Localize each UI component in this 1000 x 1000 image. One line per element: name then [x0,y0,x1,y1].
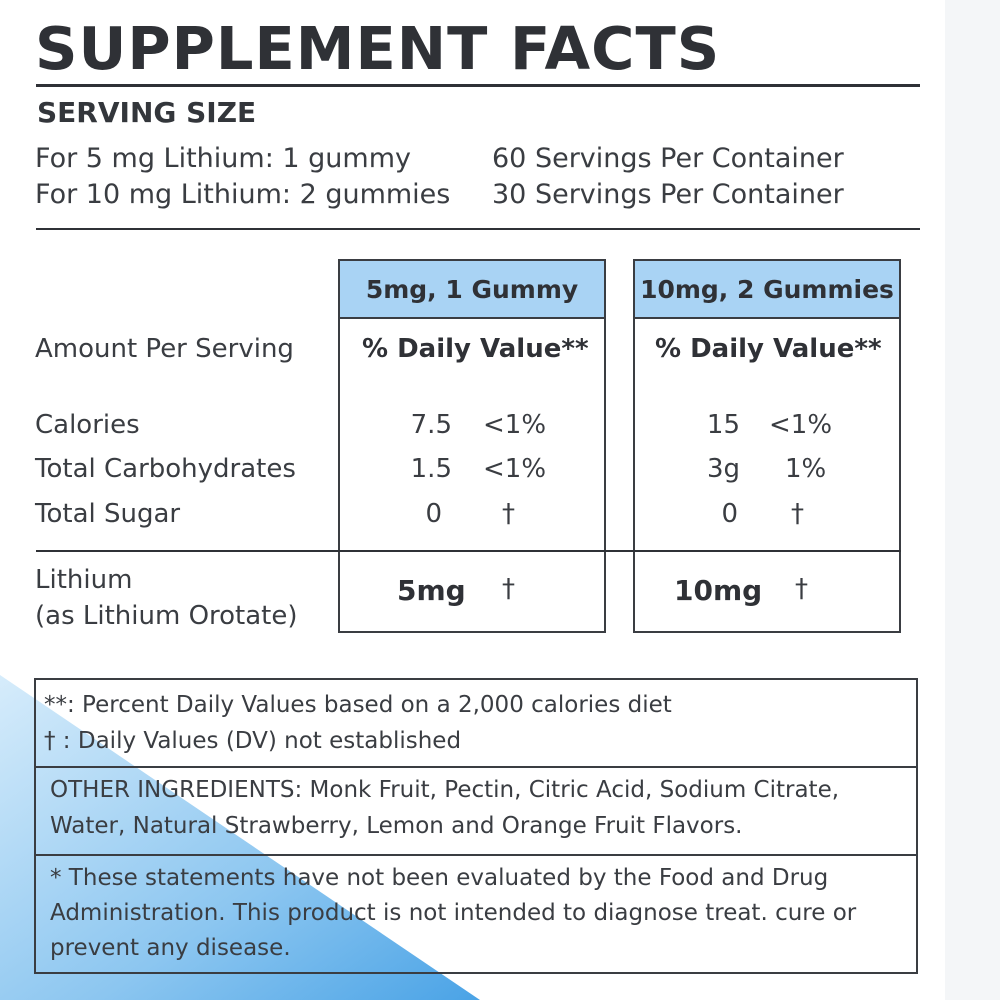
lithium-source: (as Lithium Orotate) [35,601,298,631]
lithium-amount-5mg: 5mg [397,574,466,607]
calories-amount-10mg: 15 [706,410,740,440]
disclaimer-box [34,854,918,974]
disclaimer-line2: Administration. This product is not inte… [50,900,857,926]
lithium-divider [36,550,901,552]
servings-per-container-5mg: 60 Servings Per Container [492,143,844,174]
disclaimer-line1: * These statements have not been evaluat… [50,865,829,891]
sugar-dv-10mg: † [791,499,804,529]
serving-size-5mg: For 5 mg Lithium: 1 gummy [35,143,411,174]
footnote-dv-not-established: † : Daily Values (DV) not established [44,728,462,754]
other-ingredients-line1: OTHER INGREDIENTS: Monk Fruit, Pectin, C… [50,777,840,803]
carbs-dv-10mg: 1% [785,454,827,484]
column-box-10mg [633,259,901,633]
lithium-dv-5mg: † [502,574,515,604]
footnotes-box [34,678,918,766]
column-header-10mg: 10mg, 2 Gummies [635,261,899,319]
nutrient-name-total-carbohydrates: Total Carbohydrates [35,454,296,484]
lithium-name: Lithium [35,565,133,595]
page-title: SUPPLEMENT FACTS [35,14,721,83]
amount-per-serving-label: Amount Per Serving [35,334,294,364]
calories-dv-5mg: <1% [483,410,547,440]
sugar-dv-5mg: † [502,499,515,529]
servings-per-container-10mg: 30 Servings Per Container [492,179,844,210]
disclaimer-line3: prevent any disease. [50,935,291,961]
column-header-5mg: 5mg, 1 Gummy [340,261,604,319]
column-box-5mg [338,259,606,633]
daily-value-header-10mg: % Daily Value** [655,334,882,364]
title-divider [36,84,920,87]
lithium-dv-10mg: † [795,574,808,604]
other-ingredients-line2: Water, Natural Strawberry, Lemon and Ora… [50,813,743,839]
carbs-dv-5mg: <1% [483,454,547,484]
lithium-amount-10mg: 10mg [674,574,763,607]
carbs-amount-5mg: 1.5 [410,454,452,484]
sugar-amount-10mg: 0 [721,499,738,529]
calories-dv-10mg: <1% [769,410,833,440]
daily-value-header-5mg: % Daily Value** [362,334,589,364]
nutrient-name-calories: Calories [35,410,140,440]
ingredients-box [34,766,918,854]
page-right-margin [945,0,1000,1000]
nutrient-name-total-sugar: Total Sugar [35,499,181,529]
footnote-daily-values: **: Percent Daily Values based on a 2,00… [44,692,672,718]
serving-divider [36,228,920,230]
carbs-amount-10mg: 3g [706,454,740,484]
calories-amount-5mg: 7.5 [410,410,452,440]
sugar-amount-5mg: 0 [425,499,442,529]
serving-size-heading: SERVING SIZE [37,96,257,129]
serving-size-10mg: For 10 mg Lithium: 2 gummies [35,179,451,210]
